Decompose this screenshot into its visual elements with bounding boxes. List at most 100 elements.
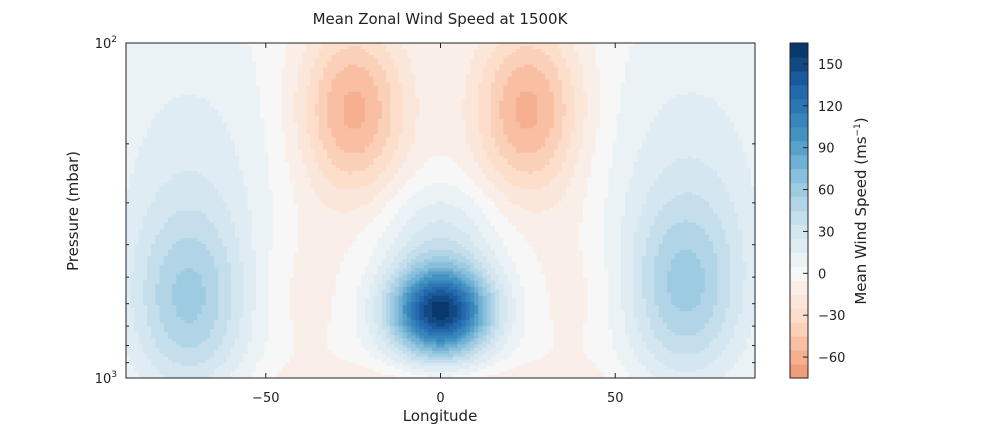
- contour-cell: [700, 58, 706, 62]
- contour-cell: [306, 91, 312, 96]
- contour-cell: [293, 52, 299, 56]
- contour-cell: [297, 85, 303, 90]
- contour-cell: [419, 73, 425, 78]
- contour-cell: [348, 43, 354, 47]
- contour-cell: [281, 79, 286, 84]
- contour-cell: [272, 70, 278, 75]
- contour-cell: [662, 64, 668, 68]
- contour-cell: [541, 88, 546, 93]
- contour-cell: [641, 79, 647, 84]
- contour-cell: [629, 64, 634, 68]
- contour-cell: [503, 79, 509, 84]
- contour-cell: [151, 91, 156, 96]
- contour-cell: [302, 94, 307, 99]
- contour-cell: [318, 91, 324, 96]
- contour-cell: [453, 85, 458, 90]
- contour-cell: [478, 91, 484, 96]
- contour-cell: [457, 52, 463, 56]
- contour-cell: [683, 55, 689, 59]
- contour-cell: [721, 91, 727, 96]
- contour-cell: [184, 79, 190, 84]
- contour-cell: [440, 76, 446, 81]
- contour-cell: [255, 88, 261, 93]
- contour-cell: [323, 55, 328, 59]
- contour-cell: [432, 43, 437, 47]
- contour-cell: [151, 46, 156, 50]
- contour-cell: [524, 52, 530, 56]
- contour-cell: [151, 49, 156, 53]
- contour-cell: [457, 46, 463, 50]
- contour-cell: [440, 64, 446, 68]
- contour-cell: [553, 76, 559, 81]
- contour-cell: [495, 79, 500, 84]
- contour-cell: [302, 76, 307, 81]
- contour-cell: [557, 46, 563, 50]
- contour-cell: [423, 94, 429, 99]
- contour-cell: [356, 52, 362, 56]
- contour-cell: [746, 52, 752, 56]
- contour-cell: [469, 82, 475, 87]
- contour-cell: [130, 52, 135, 56]
- contour-cell: [696, 67, 702, 72]
- contour-cell: [163, 70, 169, 75]
- contour-cell: [738, 91, 744, 96]
- contour-cell: [167, 85, 173, 90]
- contour-cell: [574, 58, 580, 62]
- contour-cell: [440, 52, 446, 56]
- contour-cell: [356, 94, 362, 99]
- contour-cell: [381, 46, 387, 50]
- contour-cell: [415, 52, 421, 56]
- contour-cell: [310, 61, 316, 65]
- contour-cell: [180, 64, 186, 68]
- contour-cell: [599, 94, 605, 99]
- contour-cell: [633, 46, 639, 50]
- contour-cell: [331, 55, 337, 59]
- contour-cell: [532, 49, 538, 53]
- contour-cell: [507, 88, 513, 93]
- contour-cell: [427, 49, 433, 53]
- contour-cell: [486, 88, 492, 93]
- contour-cell: [385, 49, 391, 53]
- contour-cell: [163, 58, 169, 62]
- contour-cell: [381, 55, 387, 59]
- contour-cell: [209, 79, 215, 84]
- contour-cell: [499, 88, 504, 93]
- contour-cell: [641, 58, 647, 62]
- contour-cell: [583, 43, 588, 47]
- contour-cell: [692, 64, 697, 68]
- contour-cell: [578, 79, 584, 84]
- contour-cell: [750, 67, 755, 72]
- contour-cell: [696, 85, 702, 90]
- contour-cell: [566, 55, 572, 59]
- contour-cell: [692, 67, 697, 72]
- contour-cell: [360, 79, 366, 84]
- contour-cell: [411, 73, 416, 78]
- contour-cell: [713, 67, 718, 72]
- contour-cell: [167, 46, 173, 50]
- contour-cell: [226, 85, 232, 90]
- contour-cell: [310, 76, 316, 81]
- contour-cell: [243, 61, 249, 65]
- contour-cell: [419, 76, 425, 81]
- contour-cell: [142, 73, 148, 78]
- contour-cell: [339, 49, 345, 53]
- contour-cell: [490, 52, 496, 56]
- contour-cell: [365, 76, 370, 81]
- contour-cell: [302, 82, 307, 87]
- contour-cell: [188, 55, 194, 59]
- contour-cell: [339, 79, 345, 84]
- contour-cell: [604, 91, 609, 96]
- contour-cell: [398, 91, 404, 96]
- contour-cell: [318, 79, 324, 84]
- contour-cell: [671, 64, 676, 68]
- contour-cell: [654, 85, 660, 90]
- contour-cell: [281, 73, 286, 78]
- contour-cell: [587, 61, 593, 65]
- contour-cell: [285, 88, 291, 93]
- contour-cell: [738, 76, 744, 81]
- contour-cell: [209, 55, 215, 59]
- contour-cell: [251, 79, 257, 84]
- contour-cell: [570, 76, 576, 81]
- contour-cell: [138, 91, 144, 96]
- contour-cell: [469, 49, 475, 53]
